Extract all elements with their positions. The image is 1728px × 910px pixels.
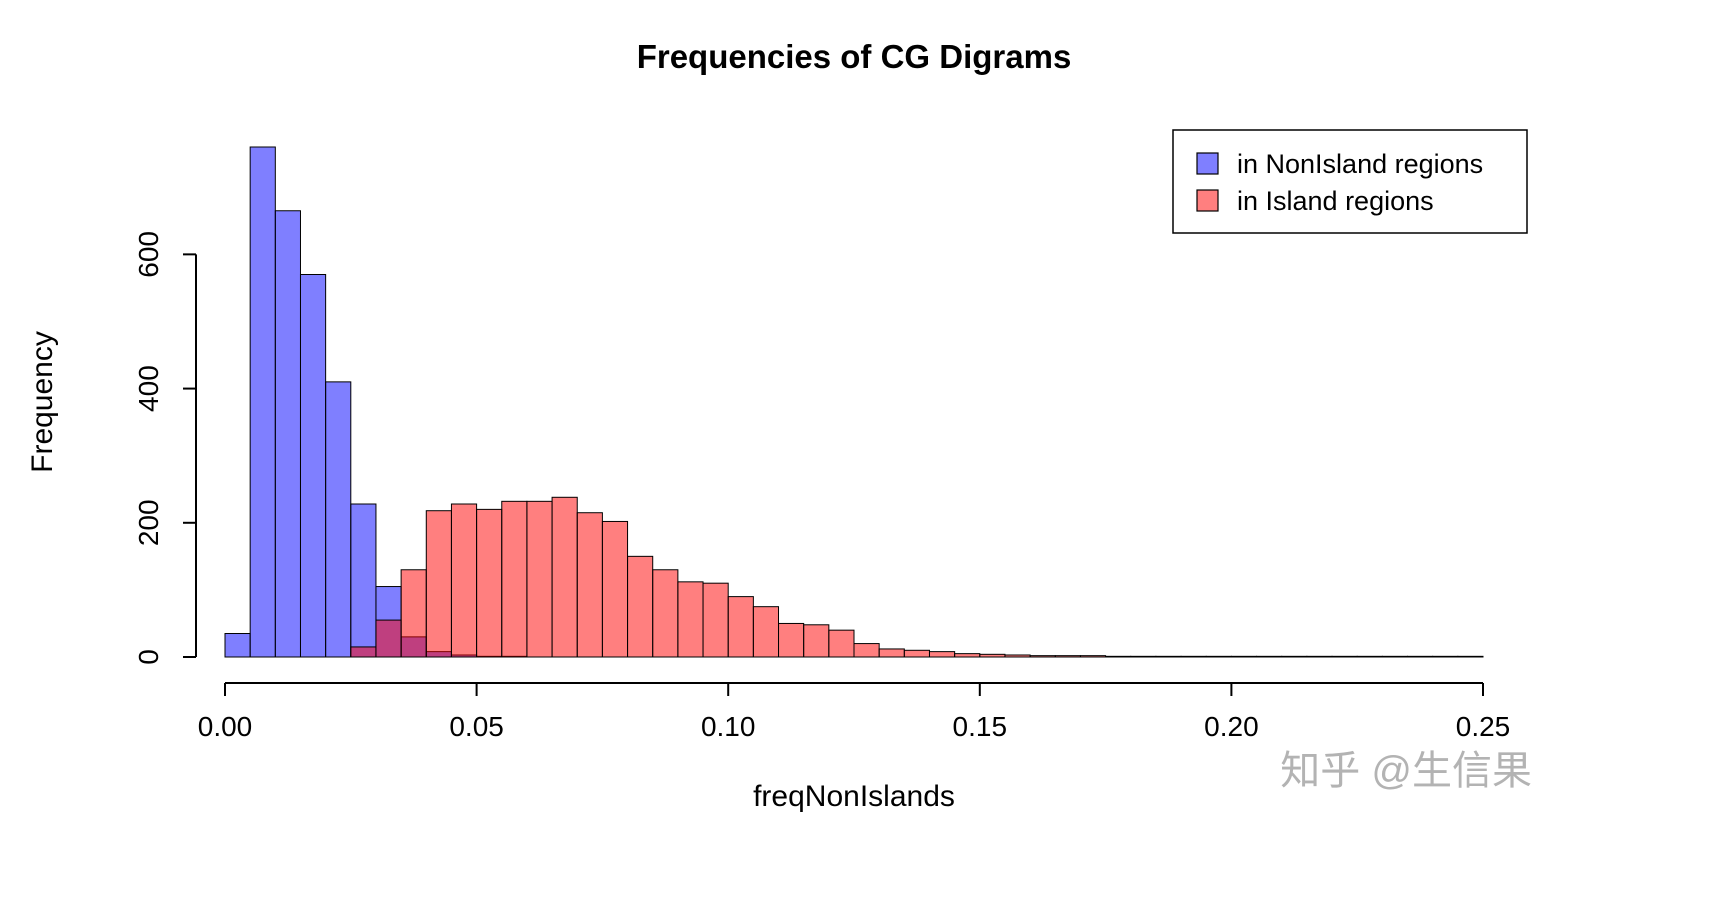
histogram-bar: [551, 496, 578, 658]
histogram-bar: [1432, 655, 1459, 658]
bars-layer: [224, 146, 1484, 658]
histogram-bar: [1205, 655, 1232, 658]
watermark: 知乎 @生信果: [1280, 749, 1532, 793]
histogram-bar: [299, 274, 327, 658]
x-tick-label: 0.10: [701, 711, 756, 742]
y-axis: 0 200 400 600: [133, 231, 197, 665]
histogram-bar: [450, 503, 478, 658]
histogram-bar: [576, 512, 603, 658]
histogram-bar: [375, 619, 402, 658]
legend-label-nonisland: in NonIsland regions: [1237, 149, 1483, 179]
histogram-bar: [727, 596, 754, 658]
histogram-bar: [1054, 655, 1081, 658]
histogram-bar: [526, 500, 553, 658]
histogram-bar: [979, 653, 1006, 658]
histogram-bar: [1180, 655, 1207, 658]
histogram-bar: [1331, 655, 1358, 658]
histogram-bar: [1407, 655, 1434, 658]
histogram-bar: [803, 624, 830, 658]
histogram-bar: [928, 651, 956, 658]
histogram-bar: [224, 633, 251, 658]
histogram-bar: [752, 606, 780, 658]
chart-title: Frequencies of CG Digrams: [637, 38, 1072, 75]
y-tick-label: 400: [133, 365, 164, 412]
histogram-bar: [853, 643, 880, 658]
histogram-bar: [1457, 655, 1484, 658]
histogram-bar: [1306, 655, 1333, 658]
y-axis-label: Frequency: [26, 331, 59, 473]
x-tick-label: 0.05: [449, 711, 504, 742]
histogram-bar: [425, 510, 452, 658]
histogram-bar: [903, 649, 930, 658]
histogram-bar: [1004, 654, 1031, 658]
histogram-bar: [476, 508, 503, 658]
legend-swatch-nonisland-icon: [1196, 152, 1219, 175]
histogram-bar: [1281, 655, 1308, 658]
histogram-bar: [702, 582, 729, 658]
histogram-bar: [1130, 655, 1157, 658]
legend: in NonIsland regions in Island regions: [1172, 129, 1528, 234]
histogram-bar: [954, 653, 981, 658]
histogram-bar: [778, 622, 805, 658]
histogram-bar: [1105, 655, 1132, 658]
x-tick-label: 0.00: [198, 711, 253, 742]
y-tick-label: 0: [133, 649, 164, 665]
y-tick-label: 600: [133, 231, 164, 278]
histogram-bar: [350, 646, 377, 658]
histogram-bar: [627, 555, 654, 658]
legend-box: [1172, 129, 1528, 234]
histogram-bar: [325, 381, 352, 658]
histogram-bar: [677, 581, 704, 658]
legend-swatch-island-icon: [1196, 189, 1219, 212]
histogram-bar: [350, 503, 377, 658]
histogram-bar: [828, 629, 855, 658]
x-axis: 0.00 0.05 0.10 0.15 0.20 0.25: [198, 682, 1511, 742]
histogram-bar: [1381, 655, 1409, 658]
histogram-bar: [652, 569, 679, 658]
legend-label-island: in Island regions: [1237, 186, 1434, 216]
histogram-bar: [878, 648, 905, 658]
histogram-bar: [1029, 655, 1056, 658]
x-tick-label: 0.20: [1204, 711, 1259, 742]
histogram-bar: [1079, 655, 1107, 658]
histogram-bar: [601, 520, 629, 658]
histogram-bar: [1155, 655, 1182, 658]
x-axis-label: freqNonIslands: [753, 780, 955, 813]
histogram-bar: [274, 210, 301, 658]
histogram-bar: [501, 500, 528, 658]
histogram-bar: [249, 146, 276, 658]
y-tick-label: 200: [133, 499, 164, 546]
x-tick-label: 0.15: [953, 711, 1008, 742]
histogram-bar: [1230, 655, 1258, 658]
histogram-bar: [1356, 655, 1383, 658]
histogram-bar: [400, 569, 427, 658]
x-tick-label: 0.25: [1456, 711, 1511, 742]
histogram-bar: [1256, 655, 1283, 658]
